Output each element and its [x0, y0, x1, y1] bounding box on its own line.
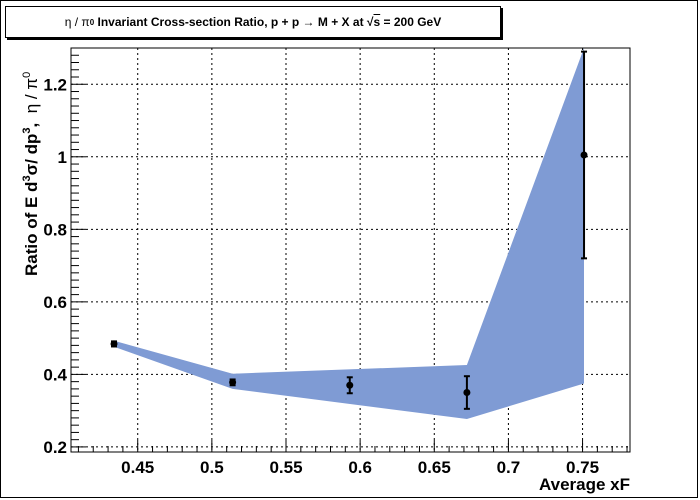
x-tick-label: 0.55	[269, 458, 302, 477]
title-greek: η / π	[64, 15, 90, 29]
y-tick-label: 1.2	[43, 75, 67, 94]
systematic-band	[114, 48, 584, 419]
y-axis-title-greek: η / π	[22, 78, 41, 113]
data-marker	[110, 340, 118, 348]
x-tick-label: 0.45	[121, 458, 154, 477]
plot-frame	[70, 47, 631, 453]
data-marker	[463, 389, 471, 397]
y-tick-label: 0.4	[43, 365, 67, 384]
title-main: Invariant Cross-section Ratio, p + p → M…	[94, 15, 367, 29]
data-point	[463, 375, 471, 410]
axes: 0.45 0.5 0.55 0.6 0.65 0.7 0.75 0.2 0.4 0.6 0.8 1 1.…	[43, 47, 631, 477]
data-point	[110, 340, 118, 348]
y-axis-title-sup: 0	[21, 72, 33, 78]
y-axis-title: Ratio of E d3σ/ dp3, η / π0	[21, 72, 41, 276]
x-axis-title: Average xF	[539, 475, 630, 494]
x-tick-label: 0.6	[348, 458, 372, 477]
title-sqrt-symbol: √	[366, 15, 374, 29]
data-points	[110, 50, 588, 410]
title-suffix: = 200 GeV	[380, 15, 442, 29]
y-axis-title-part: Ratio of E d	[22, 182, 41, 276]
data-marker	[346, 381, 354, 389]
data-point	[229, 378, 237, 387]
y-axis-title-part: ,	[22, 113, 41, 127]
x-tick-label: 0.7	[497, 458, 521, 477]
title-sup: 0	[89, 17, 95, 27]
x-tick-label: 0.5	[200, 458, 224, 477]
y-axis-title-sup: 3	[21, 127, 33, 133]
y-tick-label: 0.8	[43, 220, 67, 239]
data-marker	[580, 151, 588, 159]
y-axis-title-sup: 3	[21, 175, 33, 181]
x-tick-label: 0.75	[566, 458, 599, 477]
title-sqrt-arg: s	[373, 15, 381, 29]
data-point	[346, 376, 354, 395]
data-marker	[229, 378, 237, 386]
y-tick-label: 0.6	[43, 293, 67, 312]
y-tick-label: 1	[58, 148, 67, 167]
y-tick-label: 0.2	[43, 438, 67, 457]
y-axis-title-part: σ/ dp	[22, 134, 41, 176]
x-tick-label: 0.65	[418, 458, 451, 477]
data-point	[580, 50, 588, 260]
